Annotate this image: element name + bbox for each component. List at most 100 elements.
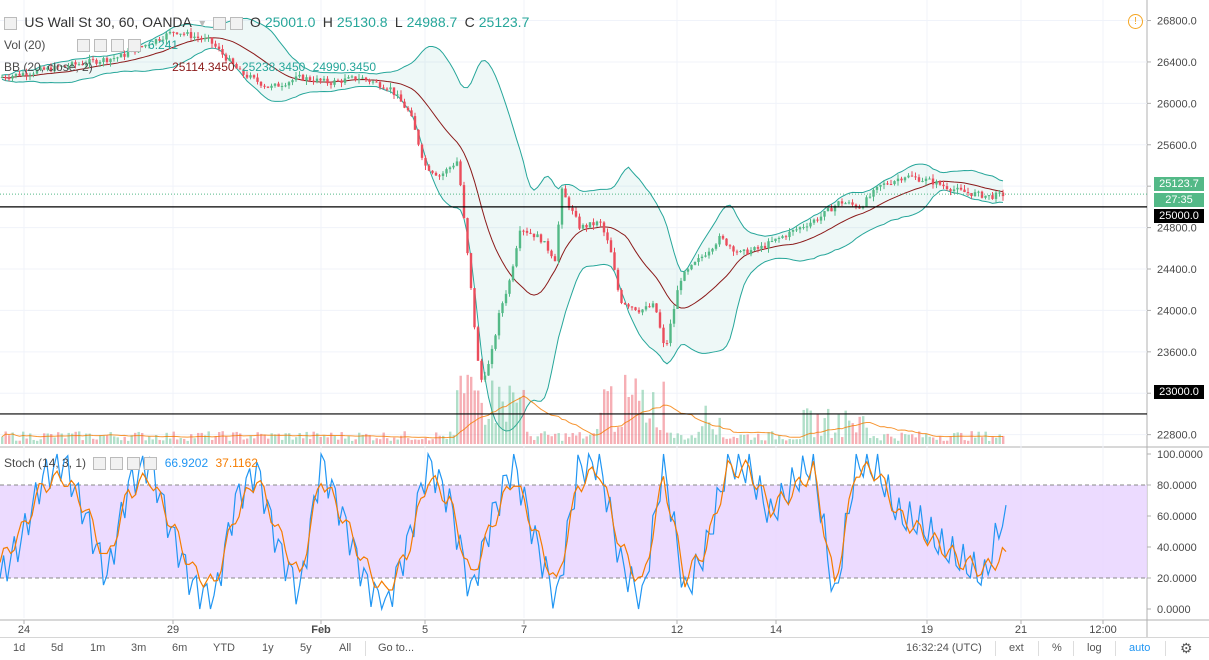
volume-bar xyxy=(200,432,203,444)
candle-body xyxy=(893,181,896,185)
candle-body xyxy=(623,303,627,305)
log-toggle[interactable]: log xyxy=(1087,642,1102,654)
volume-bar xyxy=(239,433,242,444)
volume-bar xyxy=(816,413,819,444)
auto-toggle[interactable]: auto xyxy=(1129,642,1151,654)
volume-bar xyxy=(470,376,473,444)
candle-body xyxy=(984,195,987,198)
candle-body xyxy=(574,210,578,217)
volume-bar xyxy=(967,440,970,444)
candle-body xyxy=(326,78,329,84)
eye-icon[interactable] xyxy=(212,17,226,31)
settings-icon[interactable] xyxy=(110,39,124,53)
candle-body xyxy=(84,64,88,66)
range-1d[interactable]: 1d xyxy=(13,642,26,654)
volume-bar xyxy=(557,433,560,444)
alert-icon[interactable]: ! xyxy=(1128,14,1143,29)
volume-bar xyxy=(330,432,333,444)
price-tick-label: 25600.0 xyxy=(1157,140,1197,152)
bb-lower-line xyxy=(1,47,1004,432)
range-1m[interactable]: 1m xyxy=(90,642,106,654)
close-icon[interactable] xyxy=(144,457,158,471)
candle-body xyxy=(595,221,599,226)
volume-bar xyxy=(529,436,532,444)
settings-icon[interactable] xyxy=(127,457,141,471)
candle-body xyxy=(284,85,287,87)
collapse-icon[interactable] xyxy=(4,17,17,31)
candle-body xyxy=(249,75,252,78)
candle-body xyxy=(63,65,67,67)
gear-icon[interactable] xyxy=(93,39,107,53)
gear-icon[interactable] xyxy=(229,17,243,31)
candle-body xyxy=(175,32,179,35)
candle-body xyxy=(959,187,963,190)
volume-bar xyxy=(46,433,49,444)
volume-bar xyxy=(907,434,910,444)
candle-body xyxy=(168,31,172,34)
candle-body xyxy=(851,202,854,205)
symbol-legend: US Wall St 30, 60, OANDA ▾ O 25001.0 H 251… xyxy=(4,14,533,31)
divider xyxy=(365,641,366,656)
candle-body xyxy=(749,250,753,255)
volume-bar xyxy=(456,390,459,444)
candle-body xyxy=(697,258,700,262)
candle-body xyxy=(746,249,749,255)
volume-bar xyxy=(127,440,130,444)
volume-bar xyxy=(452,435,455,444)
symbol-title[interactable]: US Wall St 30, 60, OANDA xyxy=(24,14,192,30)
ext-toggle[interactable]: ext xyxy=(1009,642,1024,654)
candle-body xyxy=(700,256,704,259)
candle-body xyxy=(319,78,322,81)
volume-name[interactable]: Vol (20) xyxy=(4,38,46,52)
volume-bar xyxy=(561,440,564,444)
volume-bar xyxy=(855,432,858,444)
volume-bar xyxy=(32,439,35,444)
candle-body xyxy=(518,230,522,249)
range-ytd[interactable]: YTD xyxy=(213,642,235,654)
volume-bar xyxy=(1002,435,1005,444)
stoch-d-line xyxy=(0,458,1007,591)
price-tick-label: 26400.0 xyxy=(1157,57,1197,69)
candle-body xyxy=(364,77,368,80)
candle-body xyxy=(406,107,410,111)
eye-icon[interactable] xyxy=(93,457,107,471)
candle-body xyxy=(952,189,956,192)
volume-bar xyxy=(358,432,361,444)
volume-bar xyxy=(571,433,574,444)
volume-bar xyxy=(515,402,518,444)
range-5d[interactable]: 5d xyxy=(51,642,64,654)
range-5y[interactable]: 5y xyxy=(300,642,312,654)
volume-bar xyxy=(253,438,256,444)
gear-icon[interactable] xyxy=(110,457,124,471)
goto-button[interactable]: Go to... xyxy=(378,642,415,654)
stoch-legend: Stoch (14, 3, 1) 66.9202 37.1162 xyxy=(4,456,262,471)
volume-bar xyxy=(466,374,469,444)
range-1y[interactable]: 1y xyxy=(262,642,274,654)
volume-bar xyxy=(218,432,221,444)
stoch-name[interactable]: Stoch (14, 3, 1) xyxy=(4,456,87,470)
dropdown-icon[interactable]: ▾ xyxy=(199,16,206,30)
volume-bar xyxy=(522,389,525,444)
close-label: C xyxy=(464,14,475,30)
volume-bar xyxy=(487,418,490,444)
volume-bar xyxy=(442,435,445,444)
close-icon[interactable] xyxy=(127,39,141,53)
percent-toggle[interactable]: % xyxy=(1052,642,1062,654)
candle-body xyxy=(81,64,84,66)
candle-body xyxy=(529,232,532,234)
volume-bar xyxy=(694,437,697,444)
candle-body xyxy=(438,175,441,177)
candle-body xyxy=(760,245,763,249)
range-all[interactable]: All xyxy=(339,642,352,654)
volume-bar xyxy=(799,439,802,444)
candle-body xyxy=(770,240,774,242)
bb-name[interactable]: BB (20, close, 2) xyxy=(4,60,93,74)
range-3m[interactable]: 3m xyxy=(131,642,147,654)
volume-bar xyxy=(39,439,42,444)
time-tick-label: 12:00 xyxy=(1089,624,1117,636)
range-6m[interactable]: 6m xyxy=(172,642,188,654)
gear-icon[interactable]: ⚙ xyxy=(1180,640,1193,656)
eye-icon[interactable] xyxy=(76,39,90,53)
candle-body xyxy=(854,204,858,208)
